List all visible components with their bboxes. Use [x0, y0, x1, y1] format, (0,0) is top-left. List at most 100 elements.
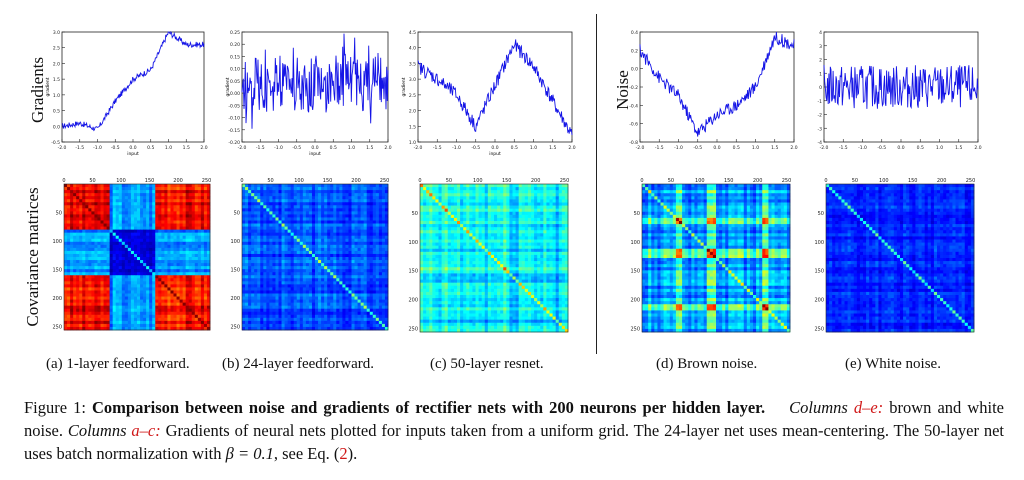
- x-tick-label: 0.0: [311, 145, 318, 151]
- column-divider: [596, 14, 597, 354]
- caption-columns-1: Columns: [789, 398, 848, 417]
- x-tick-label: 0.5: [917, 145, 924, 151]
- heatmap-x-tick-label: 200: [937, 178, 947, 184]
- x-tick-label: -1.0: [674, 145, 683, 151]
- x-tick-label: 1.0: [348, 145, 355, 151]
- heatmap-x-tick-label: 250: [782, 178, 792, 184]
- heatmap-cells: [642, 184, 791, 333]
- y-tick-label: 1: [819, 71, 822, 77]
- heatmap-y-tick-label: 50: [818, 211, 824, 217]
- heatmap-x-tick-label: 100: [879, 178, 889, 184]
- covariance-row-label: Covariance matrices: [23, 187, 42, 327]
- x-tick-label: 1.5: [183, 145, 190, 151]
- y-tick-label: -1: [818, 99, 823, 105]
- x-axis-label: input: [309, 151, 321, 157]
- caption-text-2: Gradients of neural nets plotted for inp…: [24, 421, 1005, 463]
- series-line: [417, 39, 573, 135]
- heatmap-frame: [63, 183, 211, 331]
- series-line: [61, 30, 205, 132]
- y-tick-label: 0.10: [230, 67, 240, 73]
- series-line: [241, 33, 389, 129]
- x-tick-label: -0.5: [292, 145, 301, 151]
- heatmap-y-tick-label: 100: [230, 239, 240, 245]
- panel-e-heatmap: 0 50 50 100 100 150 150 200 200 250 250: [806, 174, 984, 334]
- heatmap-y-tick-label: 250: [230, 325, 240, 331]
- y-tick-label: 2: [819, 58, 822, 64]
- heatmap-x-tick-label: 150: [502, 178, 512, 184]
- y-tick-label: 0.2: [631, 48, 638, 54]
- x-tick-label: 0.5: [147, 145, 154, 151]
- x-tick-label: 0.0: [713, 145, 720, 151]
- heatmap-frame: [641, 183, 791, 333]
- x-tick-label: 0.0: [491, 145, 498, 151]
- heatmap-frame: [825, 183, 975, 333]
- heatmap-y-tick-label: 200: [630, 298, 640, 304]
- heatmap-y-tick-label: 150: [230, 268, 240, 274]
- heatmap-cells: [242, 184, 389, 331]
- caption-link-ac[interactable]: a–c:: [131, 421, 161, 440]
- x-tick-label: -1.0: [274, 145, 283, 151]
- x-tick-label: -0.5: [877, 145, 886, 151]
- y-tick-label: -0.4: [629, 103, 638, 109]
- heatmap-x-tick-label: 200: [753, 178, 763, 184]
- heatmap-x-tick-label: 100: [695, 178, 705, 184]
- subcaption-e: (e) White noise.: [845, 356, 941, 372]
- heatmap-x-tick-label: 150: [908, 178, 918, 184]
- x-axis-label: input: [489, 151, 501, 157]
- heatmap-x-tick-label: 0: [418, 178, 421, 184]
- heatmap-x-tick-label: 50: [852, 178, 858, 184]
- x-tick-label: 2.0: [974, 145, 981, 151]
- caption-eq-link[interactable]: 2: [339, 444, 348, 463]
- y-tick-label: -4: [818, 140, 823, 146]
- y-tick-label: 2.5: [53, 46, 60, 52]
- x-tick-label: 2.0: [568, 145, 575, 151]
- y-tick-label: 1.5: [409, 124, 416, 130]
- caption-beta: β = 0.1: [225, 444, 274, 463]
- caption-link-de[interactable]: d–e:: [853, 398, 884, 417]
- heatmap-y-tick-label: 50: [234, 211, 240, 217]
- x-tick-label: 1.5: [771, 145, 778, 151]
- y-tick-label: 0.25: [230, 30, 240, 36]
- x-tick-label: 0.5: [733, 145, 740, 151]
- y-tick-label: 1.5: [53, 77, 60, 83]
- series-line: [639, 31, 795, 137]
- plot-frame: [61, 31, 205, 143]
- y-tick-label: 1.0: [409, 140, 416, 146]
- x-tick-label: -0.5: [111, 145, 120, 151]
- x-tick-label: -1.0: [858, 145, 867, 151]
- caption-text-1: brown and white noise.: [24, 398, 1004, 440]
- heatmap-frame: [419, 183, 569, 333]
- figure-caption: Figure 1: Comparison between noise and g…: [24, 396, 1004, 465]
- y-tick-label: 3.0: [409, 77, 416, 83]
- heatmap-x-tick-label: 50: [446, 178, 452, 184]
- y-tick-label: -0.10: [228, 116, 240, 122]
- y-tick-label: -0.8: [629, 140, 638, 146]
- y-axis-label: gradient: [401, 77, 407, 96]
- heatmap-x-tick-label: 150: [323, 178, 333, 184]
- x-tick-label: 1.0: [936, 145, 943, 151]
- x-tick-label: 1.5: [549, 145, 556, 151]
- heatmap-x-tick-label: 250: [380, 178, 390, 184]
- heatmap-x-tick-label: 50: [267, 178, 273, 184]
- y-axis-label: gradient: [225, 77, 231, 96]
- caption-columns-2: Columns: [67, 421, 127, 440]
- y-tick-label: 3.0: [53, 30, 60, 36]
- heatmap-x-tick-label: 0: [824, 178, 827, 184]
- heatmap-x-tick-label: 50: [89, 178, 95, 184]
- y-tick-label: 3: [819, 44, 822, 50]
- y-tick-label: -3: [818, 126, 823, 132]
- y-tick-label: 2.0: [409, 109, 416, 115]
- y-tick-label: -0.20: [228, 140, 240, 146]
- panel-a-heatmap: 0 50 50 100 100 150 150 200 200 250 250: [44, 174, 214, 334]
- plot-frame: [823, 31, 979, 143]
- caption-fig-label: Figure 1:: [24, 398, 86, 417]
- x-tick-label: -1.0: [93, 145, 102, 151]
- heatmap-x-tick-label: 200: [531, 178, 541, 184]
- heatmap-y-tick-label: 150: [52, 268, 62, 274]
- heatmap-cells: [826, 184, 975, 333]
- heatmap-y-tick-label: 250: [52, 325, 62, 331]
- x-tick-label: -2.0: [58, 145, 67, 151]
- x-tick-label: 0.0: [897, 145, 904, 151]
- subcaption-c: (c) 50-layer resnet.: [430, 356, 544, 372]
- x-tick-label: -1.5: [256, 145, 265, 151]
